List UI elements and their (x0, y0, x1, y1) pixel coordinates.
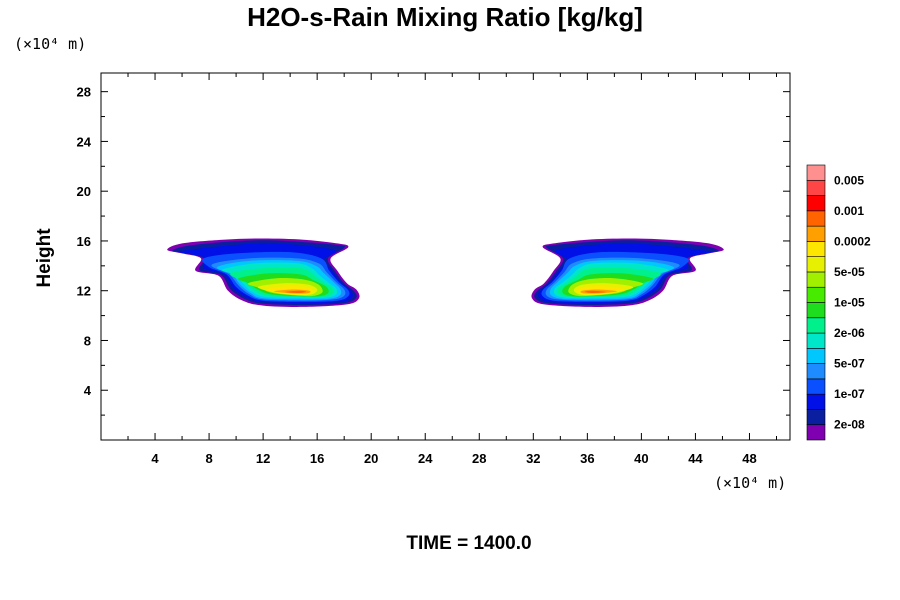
x-tick-label: 8 (205, 451, 212, 466)
y-tick-label: 20 (77, 184, 91, 199)
x-tick-label: 28 (472, 451, 486, 466)
contour-band-level-14 (284, 290, 307, 293)
colorbar: 2e-08 1e-07 5e-07 2e-06 1e-05 5e-05 0.0002 0.00… (806, 164, 871, 441)
x-tick-label: 32 (526, 451, 540, 466)
colorbar-label: 0.005 (834, 173, 864, 187)
colorbar-label: 0.0002 (834, 234, 871, 248)
time-label: TIME = 1400.0 (406, 533, 531, 554)
y-tick-label: 24 (77, 134, 92, 149)
y-tick-label: 8 (84, 333, 91, 348)
x-tick-label: 44 (688, 451, 703, 466)
colorbar-swatch (806, 332, 826, 349)
y-axis-label: Height (34, 228, 55, 288)
chart-title: H2O-s-Rain Mixing Ratio [kg/kg] (247, 2, 643, 32)
y-tick-label: 28 (77, 85, 91, 100)
colorbar-label: 0.001 (834, 204, 864, 218)
colorbar-swatch (806, 317, 826, 334)
colorbar-swatch (806, 378, 826, 395)
contour-band-level-14 (584, 290, 607, 293)
y-unit-label: (×10⁴ m) (14, 35, 86, 53)
rain-cell-right (531, 238, 724, 307)
colorbar-label: 5e-07 (834, 357, 865, 371)
plot-area (167, 238, 724, 307)
colorbar-swatch (806, 409, 826, 426)
x-tick-label: 40 (634, 451, 648, 466)
colorbar-swatch (806, 225, 826, 242)
plot-frame (100, 72, 791, 441)
colorbar-label: 5e-05 (834, 265, 865, 279)
colorbar-swatch (806, 286, 826, 303)
x-tick-label: 20 (364, 451, 378, 466)
colorbar-label: 2e-08 (834, 418, 865, 432)
x-tick-label: 36 (580, 451, 594, 466)
colorbar-label: 1e-07 (834, 387, 865, 401)
colorbar-swatch (806, 363, 826, 380)
colorbar-swatch (806, 302, 826, 319)
rain-cell-left (167, 238, 360, 307)
colorbar-swatch (806, 195, 826, 212)
colorbar-label: 2e-06 (834, 326, 865, 340)
y-tick-label: 4 (84, 383, 92, 398)
colorbar-swatch (806, 210, 826, 227)
x-tick-label: 4 (151, 451, 159, 466)
x-unit-label: (×10⁴ m) (714, 474, 786, 492)
colorbar-swatch (806, 164, 826, 181)
x-tick-label: 16 (310, 451, 324, 466)
y-tick-label: 12 (77, 284, 91, 299)
x-tick-label: 24 (418, 451, 433, 466)
x-tick-label: 48 (742, 451, 756, 466)
y-tick-label: 16 (77, 234, 91, 249)
x-tick-label: 12 (256, 451, 270, 466)
colorbar-swatch (806, 424, 826, 441)
colorbar-swatch (806, 271, 826, 288)
colorbar-label: 1e-05 (834, 296, 865, 310)
colorbar-swatch (806, 241, 826, 257)
colorbar-swatch (806, 179, 826, 196)
colorbar-swatch (806, 256, 826, 273)
colorbar-swatch (806, 393, 826, 410)
colorbar-swatch (806, 348, 826, 364)
